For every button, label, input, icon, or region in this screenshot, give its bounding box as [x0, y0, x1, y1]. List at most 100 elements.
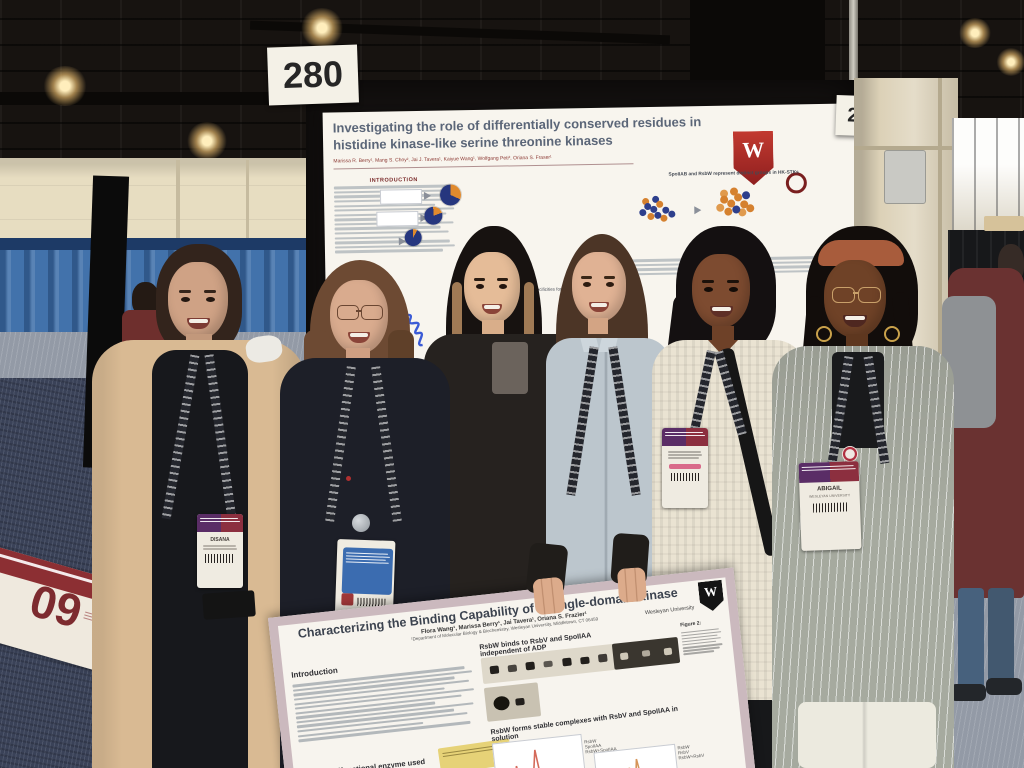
pie-chart-1	[439, 184, 462, 206]
badge-header	[798, 460, 860, 484]
divider	[333, 163, 634, 170]
sneaker	[986, 678, 1022, 695]
glasses-right-lens	[858, 287, 881, 303]
text-line	[333, 184, 450, 190]
upper-right-header: SpoIIAB and RsbW represent distinct grou…	[668, 170, 799, 178]
black-ribbon-tag	[202, 590, 256, 620]
ceiling-light	[996, 48, 1024, 76]
jeans-leg	[988, 588, 1014, 686]
badge-affiliation: WESLEYAN UNIVERSITY	[809, 493, 851, 499]
chromatogram-b	[593, 743, 681, 768]
eye	[729, 287, 738, 292]
person-3-inner-top	[492, 342, 528, 394]
badge-header	[197, 514, 243, 532]
eye	[606, 282, 614, 287]
booth-sign	[984, 216, 1024, 231]
eye	[499, 284, 507, 289]
gel-band	[515, 697, 525, 706]
gel-band	[525, 661, 536, 671]
ceiling-light	[186, 122, 228, 160]
gel-band	[507, 663, 518, 672]
electrical-box	[884, 150, 926, 204]
text-line	[203, 548, 237, 550]
gel-band	[561, 657, 572, 667]
smile	[187, 318, 210, 329]
teeth	[712, 307, 731, 311]
text-line	[346, 551, 389, 555]
network-blob-blue	[644, 202, 652, 211]
text-line	[665, 431, 704, 434]
text-line	[668, 451, 701, 453]
person-6-white-pants	[798, 702, 936, 768]
brow	[604, 276, 615, 279]
board-number-280: 280	[282, 52, 344, 97]
gel-band	[598, 653, 609, 663]
eye	[181, 297, 190, 302]
eye	[583, 282, 591, 287]
person-4-neck	[588, 318, 608, 334]
gel-band	[489, 665, 499, 675]
wall-pipe	[246, 160, 249, 252]
gel-band	[580, 656, 590, 664]
person-5-face	[692, 254, 750, 328]
hoop-earring	[884, 326, 900, 342]
badge-sticker-red	[341, 593, 354, 606]
teeth	[189, 319, 208, 323]
text-line	[334, 244, 455, 249]
badge-lines	[668, 451, 702, 459]
brow	[581, 276, 592, 279]
figure-2-caption	[680, 626, 724, 656]
gel-blot-spot	[492, 695, 511, 712]
person-4-face	[572, 252, 626, 322]
teeth	[350, 333, 368, 337]
text-line	[801, 467, 856, 472]
board-number-sign-280: 280	[267, 44, 359, 106]
badge-name: DISANA	[210, 537, 230, 543]
metal-pole	[849, 0, 858, 150]
legend-b: RsbW RsbV RsbW+RsbV	[677, 739, 738, 760]
teeth	[591, 303, 607, 307]
lanyard-pin	[346, 476, 351, 481]
jeans-leg	[958, 588, 984, 690]
person-1-badge: DISANA	[197, 514, 243, 588]
smile	[710, 306, 733, 317]
person-2-face	[330, 280, 388, 354]
ceiling-light	[42, 66, 88, 106]
bg-attendee-hair	[132, 282, 159, 315]
glasses-right-lens	[361, 305, 383, 320]
text-line	[203, 545, 236, 547]
eye	[206, 297, 215, 302]
eye	[704, 287, 713, 292]
text-line	[334, 248, 443, 254]
text-line	[668, 457, 699, 459]
ceiling-light	[300, 8, 344, 48]
sneaker	[950, 684, 986, 701]
gel-band-light	[641, 649, 651, 657]
text-line	[334, 226, 441, 231]
text-line	[668, 454, 702, 456]
smile	[589, 302, 609, 312]
person-3-hand	[616, 567, 648, 603]
brow	[727, 280, 739, 283]
blue-presenter-sticker	[341, 547, 394, 595]
person-3-neck	[482, 320, 504, 336]
smile	[348, 332, 370, 343]
glasses-bridge	[853, 292, 859, 294]
pendant	[352, 514, 370, 532]
brow	[497, 278, 508, 281]
curtain-valance	[0, 238, 316, 251]
badge-header	[662, 428, 708, 446]
wall-pipe	[176, 160, 180, 252]
pillar-conduit-h	[854, 146, 958, 150]
network-blob-orange	[720, 195, 729, 204]
teeth	[845, 316, 865, 320]
flow-arrow-icon	[423, 191, 432, 200]
person-6-face	[824, 260, 886, 338]
gel-band-light	[619, 651, 629, 660]
upper-intro-header: INTRODUCTION	[369, 177, 418, 184]
brow	[702, 280, 714, 283]
teeth	[484, 305, 500, 309]
person-3-face	[464, 252, 520, 324]
chromatogram-b-trace	[602, 758, 677, 768]
held-poster: Characterizing the Binding Capability of…	[268, 567, 761, 768]
